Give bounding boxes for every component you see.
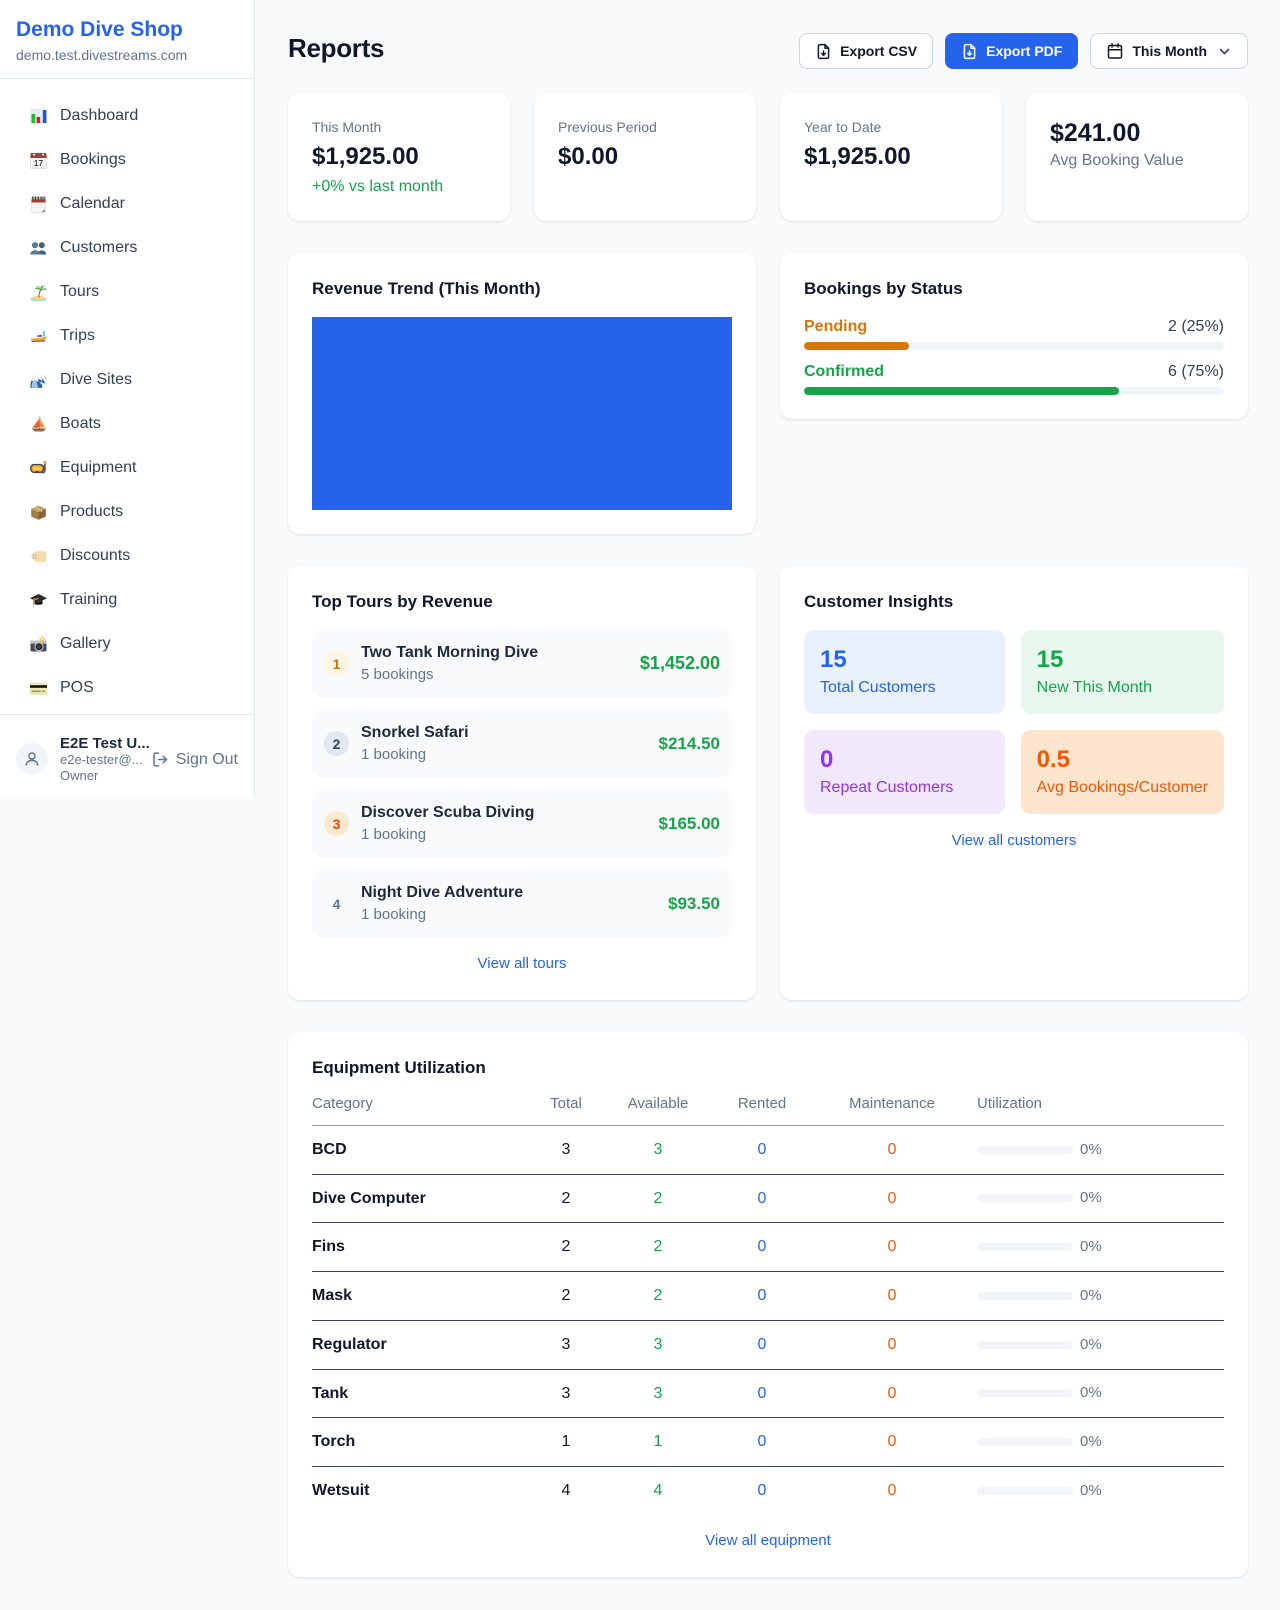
svg-text:17: 17	[33, 158, 43, 168]
